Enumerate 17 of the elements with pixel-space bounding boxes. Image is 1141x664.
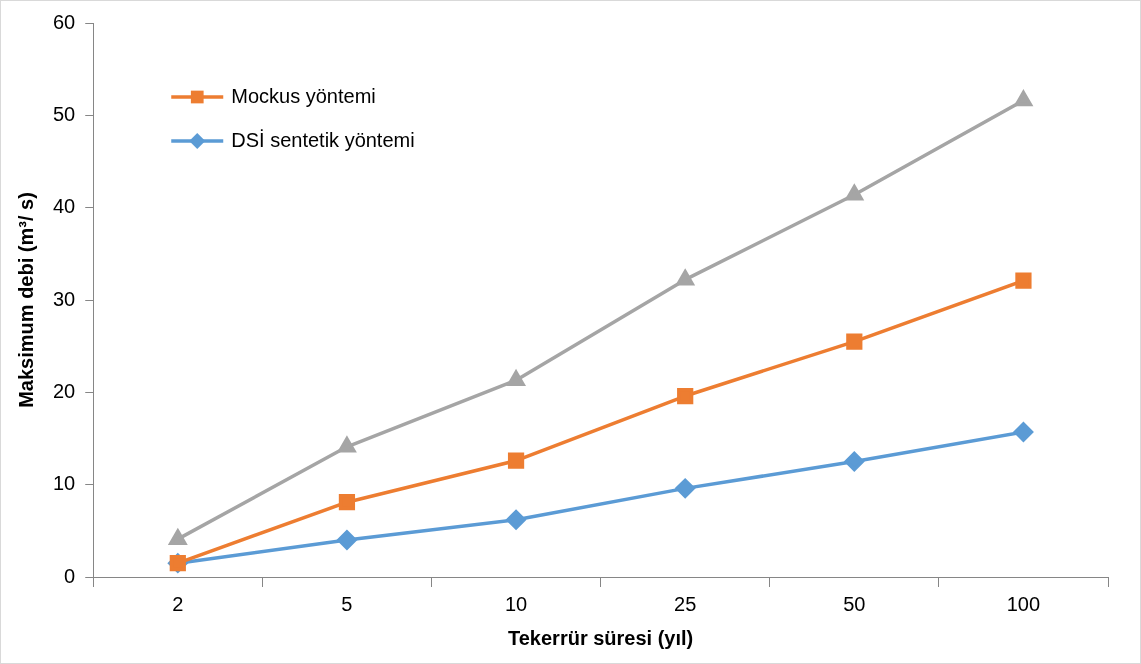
x-tick-label: 10 bbox=[504, 592, 528, 615]
y-tick-label: 40 bbox=[53, 195, 76, 218]
x-tick-label: 25 bbox=[674, 592, 697, 615]
x-axis-title: Tekerrür süresi (yıl) bbox=[507, 626, 694, 649]
y-tick-label: 0 bbox=[64, 564, 76, 587]
y-tick-label: 50 bbox=[53, 102, 76, 125]
x-tick-label: 100 bbox=[1006, 592, 1041, 615]
x-tick-label: 5 bbox=[341, 592, 353, 615]
legend-label: DSİ sentetik yöntemi bbox=[231, 128, 415, 151]
x-tick-label: 50 bbox=[843, 592, 866, 615]
legend-label: Mockus yöntemi bbox=[231, 84, 376, 107]
y-tick-label: 60 bbox=[53, 10, 76, 33]
y-axis-title: Maksimum debi (m³/ s) bbox=[14, 192, 37, 408]
y-tick-label: 10 bbox=[53, 472, 76, 495]
y-tick-label: 20 bbox=[53, 379, 76, 402]
y-tick-label: 30 bbox=[53, 287, 76, 310]
x-tick-label: 2 bbox=[172, 592, 184, 615]
